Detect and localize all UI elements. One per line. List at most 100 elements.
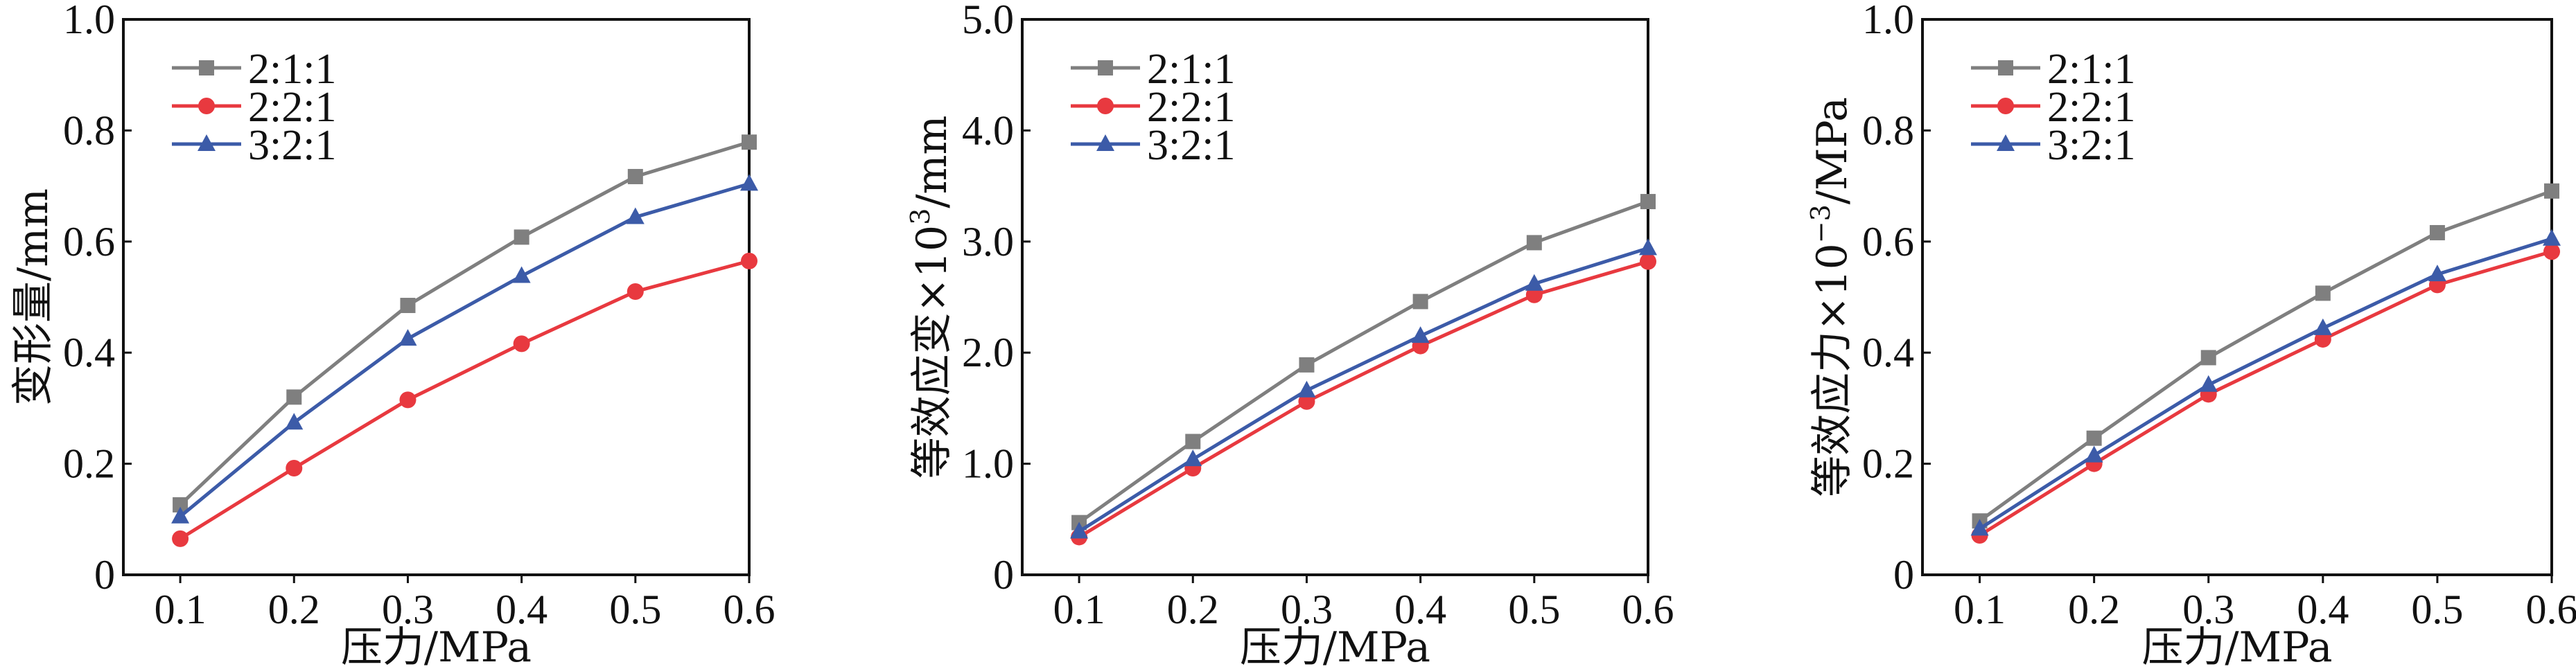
plot-frame: [122, 18, 751, 576]
data-point: [1299, 357, 1315, 373]
x-tick-label: 0.3: [1281, 587, 1333, 632]
data-point: [1640, 253, 1656, 270]
series-3-2-1: [1970, 229, 2561, 536]
data-point: [171, 506, 190, 524]
series-line: [1979, 249, 2552, 537]
plot-frame: [1921, 18, 2553, 576]
data-point: [2314, 330, 2331, 348]
chart-1: 0 0.2 0.4 0.6 0.8 1.0 0.1 0.2 0.3 0.4 0.5 0.6 压力/MPa…: [9, 0, 776, 669]
x-tick-label: 0.2: [2068, 587, 2120, 632]
y-axis-label: 等效应变×103/mm: [905, 116, 956, 479]
series-line: [1078, 247, 1649, 533]
y-tick-label: 0.8: [63, 107, 115, 153]
x-axis-label: 压力/MPa: [2141, 623, 2332, 669]
data-point: [1185, 434, 1201, 449]
data-point: [627, 168, 643, 184]
y-axis-label-unit: /mm: [908, 116, 956, 208]
data-point: [1970, 519, 1989, 536]
series-2-2-1: [1971, 243, 2560, 544]
legend-marker: [198, 98, 215, 114]
series-2-1-1: [1071, 194, 1656, 530]
data-point: [1298, 393, 1315, 410]
data-point: [1184, 449, 1202, 467]
legend-marker: [1997, 98, 2014, 114]
data-point: [742, 134, 757, 150]
legend-label: 2:2:1: [248, 84, 336, 131]
y-axis-label-main: 等效应变×10: [908, 225, 956, 479]
y-tick-label: 0.6: [1862, 219, 1914, 265]
data-point: [2200, 350, 2216, 366]
legend-marker: [1098, 60, 1113, 75]
data-point: [626, 207, 645, 224]
y-tick-label: 1.0: [1862, 0, 1914, 42]
data-point: [286, 389, 302, 405]
data-point: [2544, 183, 2559, 199]
legend-marker: [1997, 134, 2015, 151]
series-2-1-1: [1972, 183, 2559, 529]
data-point: [2543, 243, 2560, 260]
data-point: [740, 174, 758, 191]
y-axis-label: 等效应力×10−3/MPa: [1805, 97, 1857, 497]
series-2-2-1: [172, 252, 757, 547]
y-tick-label: 0.8: [1862, 107, 1914, 153]
data-point: [627, 283, 644, 300]
data-point: [1526, 235, 1542, 251]
y-tick-label: 0.4: [1862, 330, 1914, 375]
legend-marker: [1096, 134, 1114, 151]
data-point: [2199, 375, 2218, 392]
x-tick-label: 0.6: [724, 587, 776, 632]
chart-3: 0 0.2 0.4 0.6 0.8 1.0 0.1 0.2 0.3 0.4 0.5 0.6 压力/MPa…: [1805, 0, 2576, 669]
plot-frame: [1021, 18, 1649, 576]
y-tick-label: 3.0: [962, 219, 1014, 265]
data-point: [1297, 380, 1316, 398]
data-point: [513, 335, 530, 353]
legend-label: 2:2:1: [1147, 84, 1235, 131]
x-tick-label: 0.2: [1167, 587, 1219, 632]
series-line: [1078, 260, 1649, 539]
legend-label: 2:2:1: [2047, 84, 2135, 131]
data-point: [400, 298, 416, 314]
y-tick-label: 0: [94, 552, 115, 598]
x-axis-label: 压力/MPa: [341, 623, 532, 669]
y-axis-label-main: 变形量/mm: [9, 188, 58, 406]
x-tick-label: 0.3: [382, 587, 434, 632]
series-2-1-1: [173, 134, 757, 512]
legend-label: 2:1:1: [248, 46, 336, 93]
series-line: [179, 181, 750, 518]
y-axis-label-main: 等效应力×10: [1808, 243, 1857, 497]
y-tick-label: 1.0: [63, 0, 115, 42]
y-tick-label: 0: [1893, 552, 1914, 598]
series-line: [1979, 237, 2552, 530]
data-point: [286, 460, 303, 477]
data-point: [741, 252, 757, 269]
x-tick-label: 0.1: [1954, 587, 2006, 632]
data-point: [514, 229, 529, 245]
legend-label: 3:2:1: [1147, 122, 1235, 169]
y-tick-label: 5.0: [962, 0, 1014, 42]
data-point: [172, 530, 189, 547]
data-point: [285, 413, 304, 430]
x-tick-label: 0.4: [2297, 587, 2349, 632]
y-axis-label-unit: /MPa: [1808, 97, 1857, 204]
y-tick-label: 0: [993, 552, 1014, 598]
legend-marker: [199, 60, 214, 75]
series-2-2-1: [1071, 253, 1656, 546]
x-tick-label: 0.1: [1053, 587, 1105, 632]
x-tick-label: 0.1: [155, 587, 207, 632]
x-tick-label: 0.5: [609, 587, 661, 632]
data-point: [2428, 265, 2446, 282]
series-3-2-1: [171, 174, 758, 524]
x-tick-label: 0.4: [1394, 587, 1446, 632]
chart-2: 0 1.0 2.0 3.0 4.0 5.0 0.1 0.2 0.3 0.4 0.5 0.6 压力/MPa…: [905, 0, 1674, 669]
x-axis-label: 压力/MPa: [1240, 623, 1430, 669]
y-tick-label: 0.4: [63, 330, 115, 375]
x-tick-label: 0.5: [2411, 587, 2463, 632]
y-tick-label: 0.2: [63, 441, 115, 487]
series-line: [179, 259, 750, 540]
series-3-2-1: [1070, 238, 1657, 539]
data-point: [1412, 294, 1428, 310]
legend-label: 3:2:1: [2047, 122, 2135, 169]
x-tick-label: 0.2: [268, 587, 320, 632]
legend-label: 3:2:1: [248, 122, 336, 169]
legend-label: 2:1:1: [1147, 46, 1235, 93]
